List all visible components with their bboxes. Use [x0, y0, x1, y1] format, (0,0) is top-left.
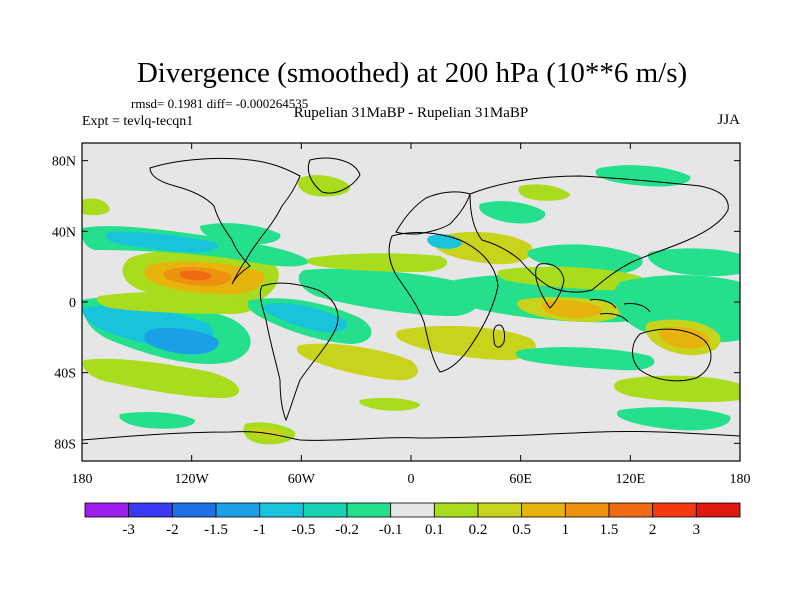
y-tick-label: 80S [54, 437, 76, 452]
colorbar-label: -0.5 [291, 522, 315, 538]
y-tick-label: 40S [54, 367, 76, 382]
x-tick-label: 120W [175, 472, 210, 487]
colorbar-label: 0.5 [512, 522, 531, 538]
colorbar-label: -1.5 [204, 522, 228, 538]
contour-spac-pos [96, 291, 258, 314]
y-tick-label: 80N [52, 155, 76, 170]
contour-samer-neg2 [263, 303, 348, 333]
colorbar-swatch [171, 502, 217, 518]
coast-australia [632, 328, 712, 382]
colorbar-swatch [477, 502, 523, 518]
colorbar-swatch [433, 502, 479, 518]
contour-satl-neg-outer [298, 268, 482, 316]
contour-natl-patch [479, 201, 546, 224]
contour-sio-neg [515, 347, 655, 371]
colorbar-label: 3 [693, 522, 701, 538]
x-tick-label: 60W [288, 472, 316, 487]
colorbar-label: -0.1 [379, 522, 403, 538]
contour-sw-patch [119, 412, 196, 429]
colorbar-swatch [346, 502, 392, 518]
contour-spac-east-pos [614, 375, 740, 403]
colorbar-swatch [302, 502, 348, 518]
contour-npac-patch1 [297, 175, 351, 197]
coast-greenland [307, 157, 361, 194]
colorbar: -3 -2 -1.5 -1 -0.5 -0.2 -0.1 0.1 0.2 0.5 1 1.5 2 3 [84, 502, 741, 538]
stats-label: rmsd= 0.1981 diff= -0.000264535 [131, 96, 308, 111]
coast-north-america [149, 157, 301, 285]
colorbar-swatch [652, 502, 697, 518]
coast-eurasia [469, 175, 729, 293]
coast-indonesia [589, 299, 651, 323]
colorbar-swatch [564, 502, 610, 518]
chart-title: Divergence (smoothed) at 200 hPa (10**6 … [137, 57, 687, 89]
experiment-label: Expt = tevlq-tecqn1 [82, 114, 193, 129]
colorbar-swatch [695, 502, 741, 518]
coast-africa [388, 232, 499, 373]
contour-wpac-neg-outer [614, 275, 740, 343]
contour-satl-pos [296, 343, 418, 381]
y-axis: 80N 40N 0 40S 80S [52, 155, 740, 452]
colorbar-swatch [128, 502, 173, 518]
coast-south-america [259, 282, 339, 422]
x-tick-label: 180 [72, 472, 93, 487]
x-axis: 180 120W 60W 0 60E 120E 180 [72, 143, 751, 487]
colorbar-label: -3 [122, 522, 135, 538]
coast-india [535, 263, 565, 309]
y-tick-label: 40N [52, 225, 76, 240]
colorbar-swatch [521, 502, 566, 518]
contour-safr-pos [395, 325, 536, 361]
contour-io-core [541, 300, 603, 318]
contour-spac-neg [144, 328, 219, 355]
colorbar-label: -2 [166, 522, 179, 538]
contour-asia-patch [518, 184, 570, 201]
y-tick-label: 0 [69, 296, 76, 311]
x-tick-label: 60E [509, 472, 532, 487]
colorbar-swatch [259, 502, 304, 518]
colorbar-swatch [608, 502, 654, 518]
contour-nwpac-neg [647, 248, 740, 277]
season-label: JJA [717, 112, 740, 128]
contour-nw-patch [82, 198, 110, 216]
colorbar-label: 1.5 [600, 522, 619, 538]
contour-epac-peak [179, 270, 212, 281]
comparison-label: Rupelian 31MaBP - Rupelian 31MaBP [294, 105, 528, 121]
coast-antarctica [82, 430, 740, 441]
colorbar-label: 2 [649, 522, 657, 538]
colorbar-label: -0.2 [335, 522, 359, 538]
colorbar-label: 0.2 [469, 522, 488, 538]
x-tick-label: 0 [408, 472, 415, 487]
contour-aus-core [659, 326, 710, 349]
colorbar-label: 1 [562, 522, 570, 538]
coast-europe [395, 191, 471, 235]
colorbar-swatch [84, 502, 130, 518]
contour-spac-pos2 [82, 358, 240, 398]
colorbar-label: -1 [253, 522, 266, 538]
contour-natl-pos [306, 253, 448, 272]
colorbar-swatch [390, 502, 435, 518]
contour-npac-patch2 [595, 165, 691, 187]
colorbar-label: 0.1 [425, 522, 444, 538]
contour-so-neg [616, 407, 731, 431]
contour-asia-pos [497, 266, 643, 291]
x-tick-label: 120E [616, 472, 646, 487]
colorbar-swatch [215, 502, 261, 518]
contour-so-pos [359, 397, 420, 411]
coastlines [82, 157, 740, 441]
contour-npac-neg2 [105, 231, 219, 253]
x-tick-label: 180 [730, 472, 751, 487]
coast-madagascar [492, 324, 505, 348]
